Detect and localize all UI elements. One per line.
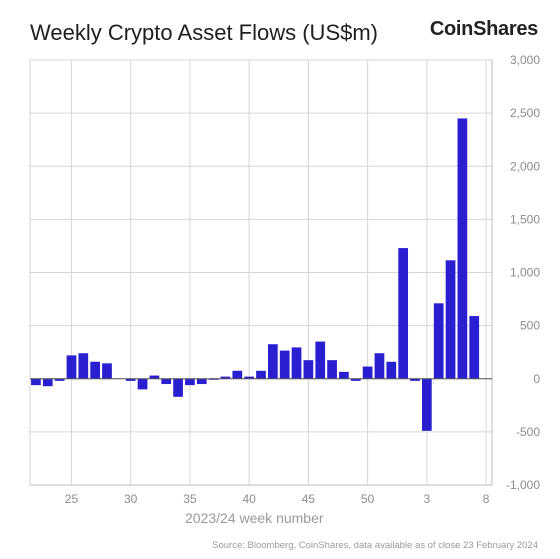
x-tick-label: 50 bbox=[361, 492, 375, 506]
bar-week-41 bbox=[256, 370, 266, 379]
bar-week-40 bbox=[244, 376, 255, 379]
x-tick-label: 30 bbox=[124, 492, 138, 506]
bar-week-4 bbox=[433, 303, 444, 379]
bar-week-45 bbox=[303, 360, 314, 379]
bar-week-5 bbox=[445, 260, 456, 379]
bar-week-47 bbox=[327, 360, 337, 379]
bar-layer bbox=[31, 118, 480, 431]
bar-week-32 bbox=[149, 375, 160, 379]
bar-week-26 bbox=[78, 353, 89, 379]
y-tick-label: 0 bbox=[533, 372, 540, 386]
x-tick-label: 8 bbox=[483, 492, 490, 506]
bar-week-42 bbox=[267, 344, 278, 379]
bar-week-25 bbox=[66, 355, 77, 379]
bar-week-24 bbox=[54, 378, 65, 381]
source-note: Source: Bloomberg, CoinShares, data avai… bbox=[212, 540, 538, 551]
bar-week-33 bbox=[161, 378, 172, 385]
y-tick-label: 1,500 bbox=[510, 212, 540, 226]
x-tick-label: 25 bbox=[65, 492, 79, 506]
bar-week-28 bbox=[102, 363, 112, 379]
bar-week-51 bbox=[374, 353, 385, 379]
bar-week-52 bbox=[386, 361, 397, 379]
bar-week-38 bbox=[220, 376, 231, 379]
bar-week-35 bbox=[185, 378, 195, 386]
y-tick-label: 3,000 bbox=[510, 53, 540, 67]
bar-week-7 bbox=[469, 316, 480, 379]
bar-week-30 bbox=[125, 378, 136, 381]
bar-week-22 bbox=[31, 378, 41, 386]
bar-week-3 bbox=[421, 378, 432, 431]
y-tick-label: 500 bbox=[520, 319, 540, 333]
bar-week-46 bbox=[315, 341, 326, 379]
bar-week-44 bbox=[291, 347, 302, 379]
bar-week-49 bbox=[350, 378, 361, 381]
y-tick-label: 1,000 bbox=[510, 266, 540, 280]
brand-logo: CoinShares bbox=[429, 18, 538, 40]
y-tick-label: 2,500 bbox=[510, 106, 540, 120]
bar-week-6 bbox=[457, 118, 468, 379]
bar-week-43 bbox=[279, 350, 290, 379]
bar-week-39 bbox=[232, 370, 243, 379]
bar-week-50 bbox=[362, 366, 373, 379]
x-axis-label: 2023/24 week number bbox=[185, 510, 324, 526]
y-tick-label: -1,000 bbox=[506, 478, 540, 492]
x-tick-label: 45 bbox=[302, 492, 316, 506]
bar-week-2 bbox=[410, 378, 420, 381]
x-tick-label: 35 bbox=[183, 492, 197, 506]
bar-week-23 bbox=[42, 378, 53, 387]
chart-title: Weekly Crypto Asset Flows (US$m) bbox=[30, 20, 379, 45]
y-tick-label: -500 bbox=[516, 425, 540, 439]
bar-week-37 bbox=[208, 378, 219, 380]
axis-layer: 3,000 2,500 2,000 1,500 1,000 500 0 -500 -1,000 2… bbox=[30, 53, 540, 506]
x-tick-label: 40 bbox=[242, 492, 256, 506]
y-tick-label: 2,000 bbox=[510, 159, 540, 173]
bar-week-31 bbox=[137, 378, 148, 390]
bar-week-34 bbox=[173, 378, 183, 397]
bar-week-27 bbox=[90, 361, 101, 379]
bar-week-36 bbox=[196, 378, 207, 385]
bar-week-48 bbox=[339, 371, 349, 379]
x-tick-label: 3 bbox=[424, 492, 431, 506]
bar-week-1 bbox=[398, 248, 409, 379]
